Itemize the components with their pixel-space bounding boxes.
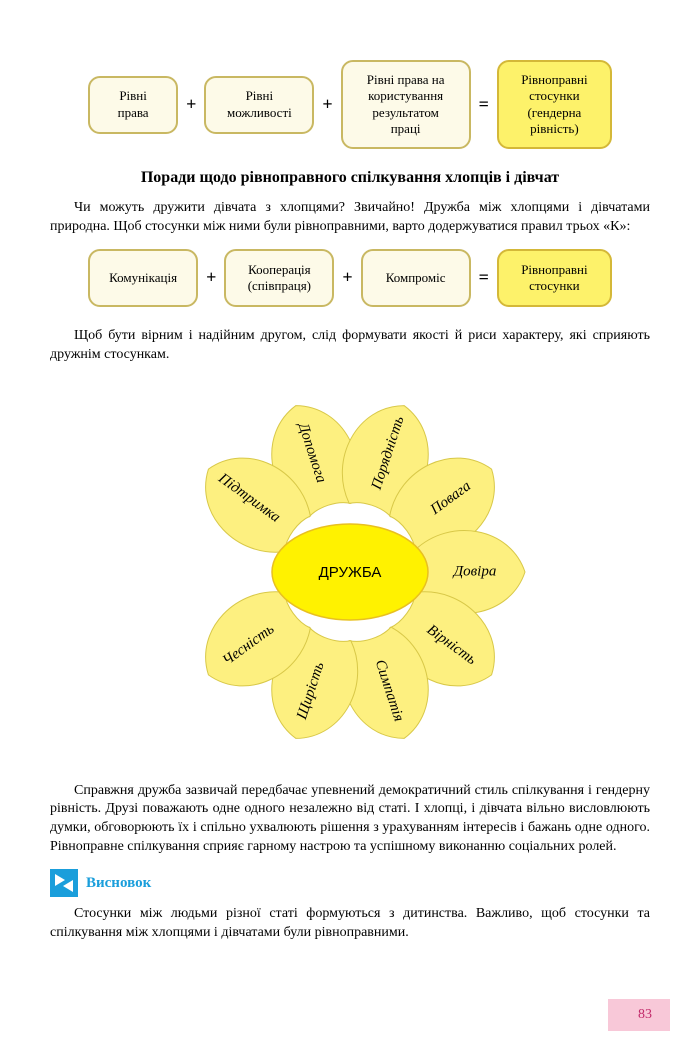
svg-text:Довіра: Довіра [452, 563, 497, 579]
paragraph-qualities: Щоб бути вірним і надійним другом, слід … [50, 327, 650, 365]
paragraph-conclusion: Стосунки між людьми різної статі формуют… [50, 905, 650, 943]
equation-box: Комунікація [88, 249, 198, 307]
equation-box: Рівні права накористуваннярезультатомпра… [341, 60, 471, 149]
equation-box: Рівніможливості [204, 76, 314, 134]
page-number: 83 [608, 999, 670, 1031]
equation-box: Компроміс [361, 249, 471, 307]
equation-operator: = [479, 267, 489, 288]
equation-operator: + [342, 267, 352, 288]
equation-box: Рівноправністосунки [497, 249, 612, 307]
section-heading: Поради щодо рівноправного спілкування хл… [50, 169, 650, 187]
equation-three-k: Комунікація + Кооперація(співпраця) + Компро… [50, 249, 650, 307]
swap-icon [50, 869, 78, 897]
conclusion-header: Висновок [50, 869, 650, 897]
svg-text:ДРУЖБА: ДРУЖБА [319, 564, 382, 581]
equation-box: Кооперація(співпраця) [224, 249, 334, 307]
equation-operator: = [479, 94, 489, 115]
equation-box: Рівноправністосунки(гендернарівність) [497, 60, 612, 149]
paragraph-intro: Чи можуть дружити дівчата з хлопцями? Зв… [50, 199, 650, 237]
equation-rights: Рівніправа + Рівніможливості + Рівні права н… [50, 60, 650, 149]
paragraph-friendship: Справжня дружба зазвичай передбачає упев… [50, 782, 650, 858]
equation-operator: + [322, 94, 332, 115]
equation-box: Рівніправа [88, 76, 178, 134]
flower-diagram: ДРУЖБАДопомогаПорядністьПовагаДовіраВірн… [50, 377, 650, 757]
equation-operator: + [186, 94, 196, 115]
conclusion-label: Висновок [86, 875, 151, 892]
equation-operator: + [206, 267, 216, 288]
